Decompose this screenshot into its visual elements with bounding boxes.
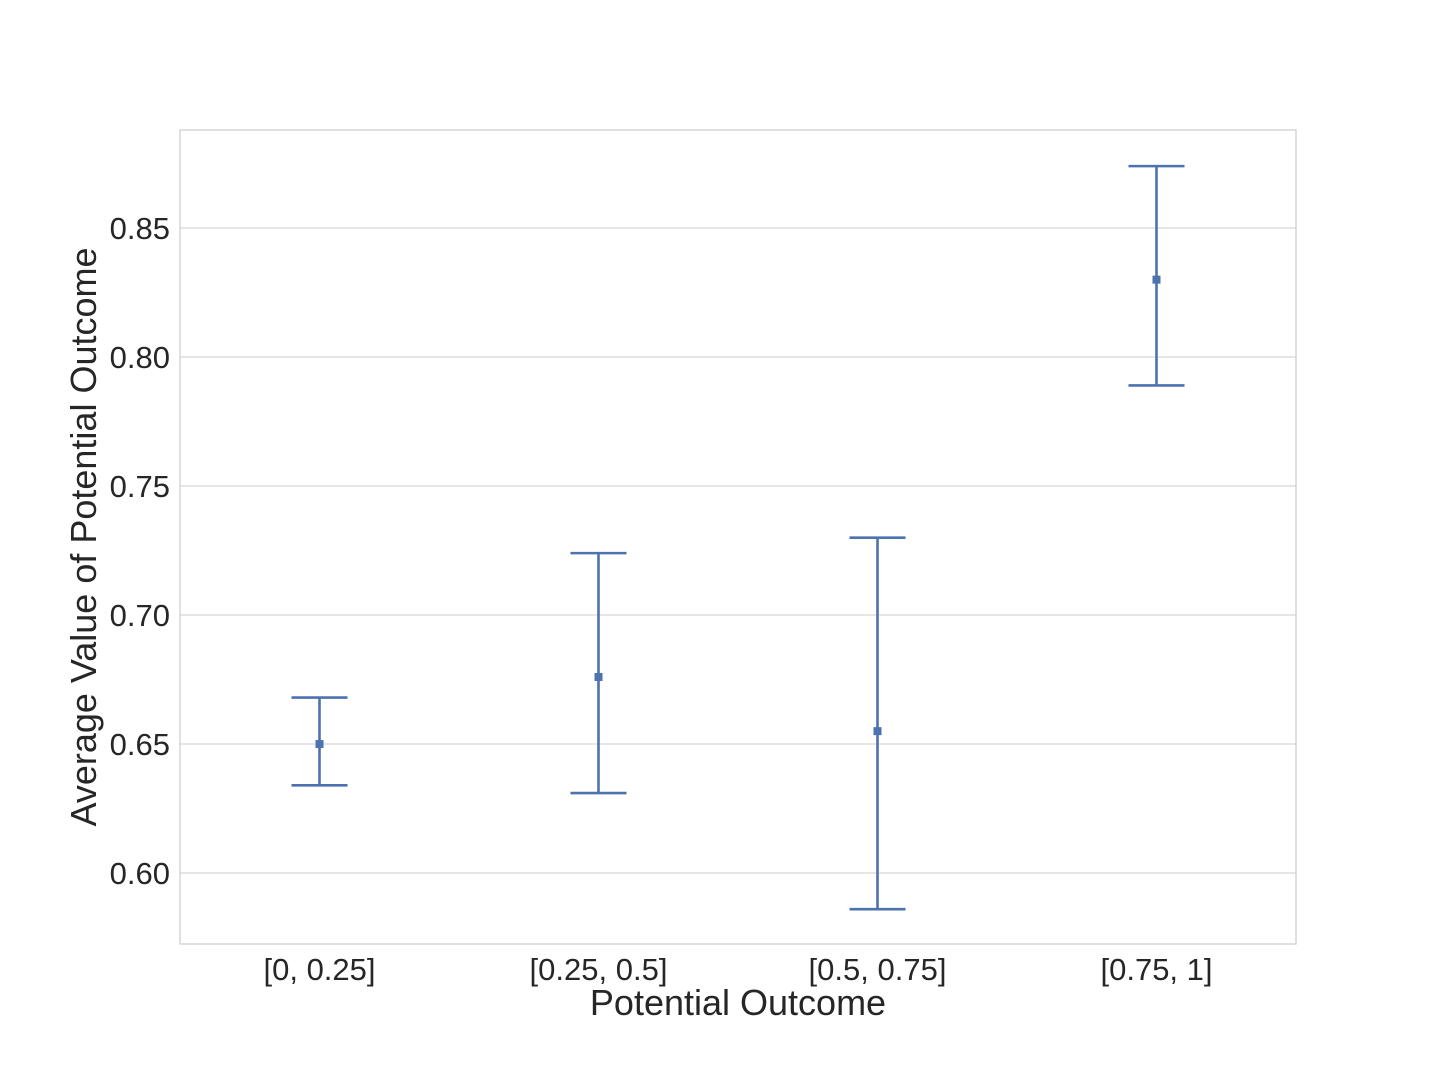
y-tick-label: 0.65	[110, 727, 170, 762]
plot-frame	[179, 129, 1297, 945]
data-point	[1152, 275, 1161, 284]
error-bar	[849, 536, 906, 911]
error-bars	[291, 164, 1185, 911]
y-tick-label: 0.75	[110, 469, 170, 504]
error-bar	[570, 551, 627, 795]
x-tick-label: [0.25, 0.5]	[530, 952, 668, 987]
y-tick-labels: 0.60 0.65 0.70 0.75 0.80 0.85	[110, 211, 170, 891]
x-axis-label: Potential Outcome	[590, 982, 886, 1023]
x-tick-label: [0, 0.25]	[263, 952, 375, 987]
y-axis-label: Average Value of Potential Outcome	[63, 247, 104, 826]
x-tick-label: [0.5, 0.75]	[809, 952, 947, 987]
x-tick-labels: [0, 0.25] [0.25, 0.5] [0.5, 0.75] [0.75, 1]	[263, 952, 1212, 987]
y-gridlines	[180, 227, 1296, 874]
y-tick-label: 0.70	[110, 598, 170, 633]
error-bar	[1128, 164, 1185, 387]
data-point	[315, 740, 324, 749]
y-tick-label: 0.85	[110, 211, 170, 246]
error-bar	[291, 696, 348, 787]
data-point	[594, 672, 603, 681]
y-tick-label: 0.60	[110, 856, 170, 891]
y-tick-label: 0.80	[110, 340, 170, 375]
x-tick-label: [0.75, 1]	[1100, 952, 1212, 987]
data-point	[873, 727, 882, 736]
